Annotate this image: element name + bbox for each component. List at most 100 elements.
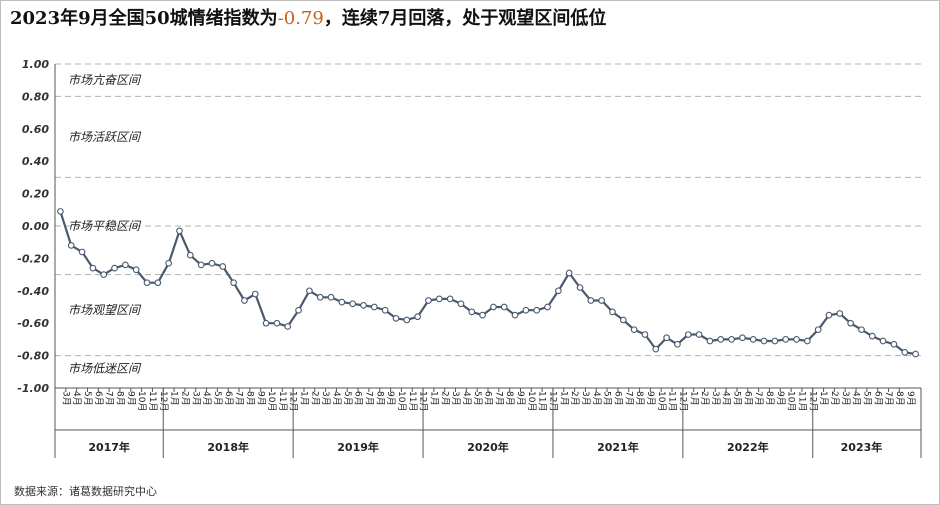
data-point xyxy=(338,298,346,306)
data-point xyxy=(360,302,367,309)
month-tick-label: 4月 xyxy=(71,391,82,406)
month-tick-label: 9月 xyxy=(775,391,786,406)
data-point xyxy=(403,316,411,324)
data-point xyxy=(262,319,270,327)
month-tick-label: 11月 xyxy=(407,391,418,411)
data-point xyxy=(576,284,584,291)
data-point xyxy=(511,311,519,319)
month-tick-label: 6月 xyxy=(353,391,364,406)
data-point xyxy=(836,310,844,317)
series-line xyxy=(57,208,919,358)
data-point xyxy=(381,306,389,314)
data-point xyxy=(500,303,508,311)
month-tick-label: 7月 xyxy=(104,391,115,406)
data-point xyxy=(425,297,432,304)
data-point xyxy=(782,336,790,343)
data-point xyxy=(868,332,876,340)
data-point xyxy=(457,300,465,308)
month-tick-label: 8月 xyxy=(894,391,905,406)
data-point xyxy=(565,269,573,277)
data-point xyxy=(306,287,313,295)
month-tick-label: 8月 xyxy=(504,391,515,406)
month-tick-label: 8月 xyxy=(244,391,255,406)
month-tick-label: 9月 xyxy=(905,391,916,406)
data-point xyxy=(251,290,259,298)
month-tick-label: 10月 xyxy=(526,391,537,411)
month-tick-label: 2月 xyxy=(699,391,710,406)
data-point xyxy=(728,336,735,343)
month-tick-label: 3月 xyxy=(60,391,71,406)
data-point xyxy=(555,287,562,295)
month-tick-label: 2月 xyxy=(309,391,320,406)
x-axis: 3月4月5月6月7月8月9月10月11月12月2017年1月2月3月4月5月6月… xyxy=(54,388,916,458)
year-label: 2022年 xyxy=(727,440,769,454)
month-tick-label: 4月 xyxy=(851,391,862,406)
month-tick-label: 1月 xyxy=(688,391,699,406)
y-tick-label: -0.20 xyxy=(17,252,49,265)
month-tick-label: 3月 xyxy=(840,391,851,406)
data-point xyxy=(749,336,757,343)
month-tick-label: 4月 xyxy=(201,391,212,406)
data-point xyxy=(316,293,324,301)
title-suffix: ，连续7月回落，处于观望区间低位 xyxy=(323,8,607,29)
y-tick-label: -0.40 xyxy=(17,285,49,298)
y-tick-label: 0.80 xyxy=(22,90,49,103)
month-tick-label: 2月 xyxy=(439,391,450,406)
month-tick-label: 5月 xyxy=(212,391,223,406)
data-point xyxy=(901,349,909,356)
month-tick-label: 7月 xyxy=(364,391,375,406)
year-label: 2018年 xyxy=(207,440,249,454)
data-point xyxy=(165,259,173,267)
zone-label: 市场亢奋区间 xyxy=(68,73,142,87)
data-point xyxy=(100,271,108,278)
month-tick-label: 5月 xyxy=(82,391,93,406)
zone-label: 市场低迷区间 xyxy=(68,362,142,376)
y-tick-label: -1.00 xyxy=(17,382,49,395)
data-point xyxy=(57,208,64,215)
data-point xyxy=(111,264,118,272)
month-tick-label: 7月 xyxy=(234,391,245,406)
data-point xyxy=(132,266,140,274)
year-label: 2021年 xyxy=(597,440,639,454)
month-tick-label: 9月 xyxy=(515,391,526,406)
data-point xyxy=(78,248,86,256)
data-point xyxy=(890,340,898,348)
month-tick-label: 2月 xyxy=(179,391,190,406)
data-point xyxy=(89,264,97,272)
grid-lines xyxy=(55,63,921,389)
data-point xyxy=(219,263,227,270)
month-tick-label: 9月 xyxy=(255,391,266,406)
data-point xyxy=(803,337,811,345)
month-tick-label: 10月 xyxy=(136,391,147,411)
data-point xyxy=(674,340,681,348)
data-point xyxy=(619,316,627,324)
data-point xyxy=(684,331,692,338)
data-point xyxy=(544,303,551,311)
month-tick-label: 1月 xyxy=(428,391,439,406)
month-tick-label: 2月 xyxy=(569,391,580,406)
month-tick-label: 4月 xyxy=(721,391,732,406)
data-point xyxy=(208,259,216,267)
data-point xyxy=(695,331,703,338)
chart-title: 2023年9月全国50城情绪指数为-0.79，连续7月回落，处于观望区间低位 xyxy=(10,4,910,30)
month-tick-label: 6月 xyxy=(483,391,494,406)
data-point xyxy=(295,306,302,314)
month-tick-label: 7月 xyxy=(753,391,764,406)
data-point xyxy=(230,279,237,287)
data-point xyxy=(197,261,205,269)
data-point xyxy=(912,350,919,358)
month-tick-label: 11月 xyxy=(797,391,808,411)
data-point xyxy=(349,300,357,308)
data-point xyxy=(739,334,746,342)
source-note: 数据来源：诸葛数据研究中心 xyxy=(14,485,157,498)
data-point xyxy=(879,337,887,345)
data-point xyxy=(598,297,606,304)
month-tick-label: 5月 xyxy=(861,391,872,406)
data-point xyxy=(630,326,638,334)
y-axis-ticks: 1.00 0.80 0.60 0.40 0.20 0.00 -0.20 -0.40 -0.60 -… xyxy=(17,58,49,395)
month-tick-label: 7月 xyxy=(623,391,634,406)
data-point xyxy=(847,319,854,327)
data-point xyxy=(154,279,162,287)
